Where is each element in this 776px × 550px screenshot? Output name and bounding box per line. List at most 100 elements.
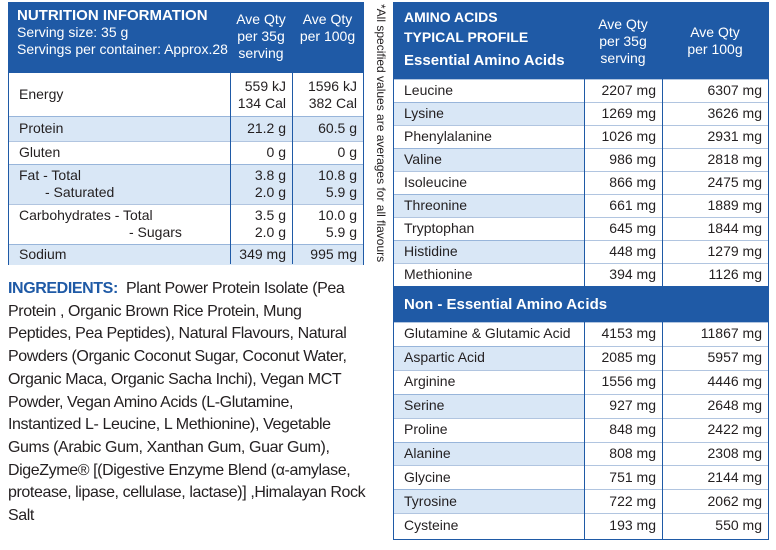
row-label: Valine bbox=[394, 148, 584, 171]
row-border bbox=[9, 164, 363, 165]
table-row: Sodium 349 mg 995 mg bbox=[9, 244, 363, 265]
serving-size: Serving size: 35 g bbox=[17, 24, 129, 40]
row-border bbox=[394, 79, 768, 80]
row-border bbox=[394, 240, 768, 241]
value-line: 5.9 g bbox=[325, 224, 357, 240]
table-row: Alanine 808 mg 2308 mg bbox=[394, 441, 768, 466]
value-line: 2.0 g bbox=[254, 184, 286, 200]
row-label-line: Sodium bbox=[19, 246, 67, 262]
column-header-line: per 100g bbox=[299, 28, 356, 44]
amino-table: AMINO ACIDS TYPICAL PROFILE Essential Amin… bbox=[393, 2, 769, 540]
value-line: 134 Cal bbox=[237, 94, 286, 111]
value: 2308 mg bbox=[707, 444, 762, 461]
row-label: Fat - Total - Saturated bbox=[19, 164, 229, 204]
value: 60.5 g bbox=[292, 116, 363, 141]
value: 722 mg bbox=[609, 492, 656, 509]
row-label-line: Fat - Total bbox=[19, 167, 81, 183]
row-border bbox=[394, 513, 768, 515]
row-label: Leucine bbox=[404, 82, 454, 98]
value: 645 mg bbox=[609, 220, 656, 236]
value: 349 mg bbox=[230, 244, 292, 265]
table-row: Serine 927 mg 2648 mg bbox=[394, 393, 768, 418]
value: 866 mg bbox=[609, 174, 656, 190]
column-header-line: serving bbox=[238, 45, 284, 61]
column-line bbox=[584, 79, 585, 539]
column-header-line: per 35g bbox=[237, 28, 285, 44]
value-line: 10.0 g bbox=[318, 207, 357, 223]
row-label: Glycine bbox=[404, 468, 451, 485]
row-border bbox=[394, 322, 768, 323]
row-border bbox=[394, 345, 768, 347]
row-border bbox=[394, 102, 768, 103]
column-line bbox=[292, 3, 293, 264]
table-row: Glycine 751 mg 2144 mg bbox=[394, 465, 768, 489]
row-label: Arginine bbox=[404, 373, 456, 390]
row-label: Gluten bbox=[19, 141, 229, 164]
value: 3.8 g 2.0 g bbox=[230, 164, 292, 204]
column-header: Ave Qty per 35g serving bbox=[230, 3, 292, 73]
row-border bbox=[394, 217, 768, 218]
row-border bbox=[394, 148, 768, 149]
row-border bbox=[9, 116, 363, 117]
column-header-line: Ave Qty bbox=[598, 15, 648, 32]
value: 1844 mg bbox=[707, 220, 762, 236]
row-label: Tyrosine bbox=[394, 489, 584, 514]
row-border bbox=[394, 465, 768, 467]
value: 1596 kJ 382 Cal bbox=[292, 73, 363, 116]
row-label: Alanine bbox=[394, 441, 584, 466]
value: 3626 mg bbox=[707, 105, 762, 121]
column-header-line: per 100g bbox=[687, 41, 743, 57]
value: 394 mg bbox=[609, 266, 656, 282]
value: 559 kJ 134 Cal bbox=[230, 73, 292, 116]
row-border bbox=[9, 204, 363, 205]
value: 10.8 g 5.9 g bbox=[292, 164, 363, 204]
table-row: Threonine 661 mg 1889 mg bbox=[394, 194, 768, 217]
row-label: Lysine bbox=[394, 102, 584, 125]
value: 1126 mg bbox=[708, 266, 762, 282]
column-header-line: per 35g bbox=[599, 32, 647, 49]
value: 550 mg bbox=[715, 516, 762, 533]
row-border bbox=[394, 369, 768, 371]
value: 0 g bbox=[230, 141, 292, 164]
row-label: Phenylalanine bbox=[404, 128, 492, 144]
value: 0 g bbox=[292, 141, 363, 164]
value-line: 3.8 g bbox=[254, 167, 286, 183]
column-header-line: Ave Qty bbox=[302, 11, 353, 27]
table-row: Tryptophan 645 mg 1844 mg bbox=[394, 217, 768, 240]
value-line: 60.5 g bbox=[318, 120, 357, 136]
row-label: Isoleucine bbox=[404, 174, 468, 190]
row-label: Energy bbox=[19, 73, 229, 116]
value: 11867 mg bbox=[700, 325, 762, 342]
table-row: Proline 848 mg 2422 mg bbox=[394, 417, 768, 442]
row-label: Carbohydrates - Total - Sugars bbox=[19, 204, 229, 244]
row-label-line: - Saturated bbox=[45, 184, 115, 200]
table-row: Gluten 0 g 0 g bbox=[9, 141, 363, 164]
column-header: Ave Qty per 100g bbox=[292, 3, 363, 73]
row-border bbox=[9, 244, 363, 245]
row-label: Histidine bbox=[394, 240, 584, 263]
value: 2062 mg bbox=[707, 492, 762, 509]
row-border bbox=[394, 417, 768, 419]
row-border bbox=[394, 393, 768, 395]
header-left: AMINO ACIDS TYPICAL PROFILE Essential Amin… bbox=[404, 7, 584, 77]
column-header: Ave Qty per 35g serving bbox=[584, 3, 662, 79]
value: 1556 mg bbox=[601, 373, 656, 390]
row-label-line: Gluten bbox=[19, 144, 61, 160]
value: 4446 mg bbox=[707, 373, 762, 390]
row-label-line: - Sugars bbox=[129, 224, 182, 240]
value-line: 1596 kJ bbox=[307, 77, 357, 94]
value: 2085 mg bbox=[601, 349, 656, 366]
ingredients-label: INGREDIENTS: bbox=[8, 280, 118, 297]
value: 3.5 g 2.0 g bbox=[230, 204, 292, 244]
table-row: Valine 986 mg 2818 mg bbox=[394, 148, 768, 171]
value: 193 mg bbox=[609, 516, 656, 533]
row-border bbox=[394, 125, 768, 126]
table-row: Leucine 2207 mg 6307 mg bbox=[394, 79, 768, 102]
value: 2144 mg bbox=[707, 468, 762, 485]
value-line: 995 mg bbox=[310, 246, 357, 262]
servings: Servings per container: Approx.28 bbox=[17, 41, 228, 57]
row-label: Tryptophan bbox=[404, 220, 475, 236]
